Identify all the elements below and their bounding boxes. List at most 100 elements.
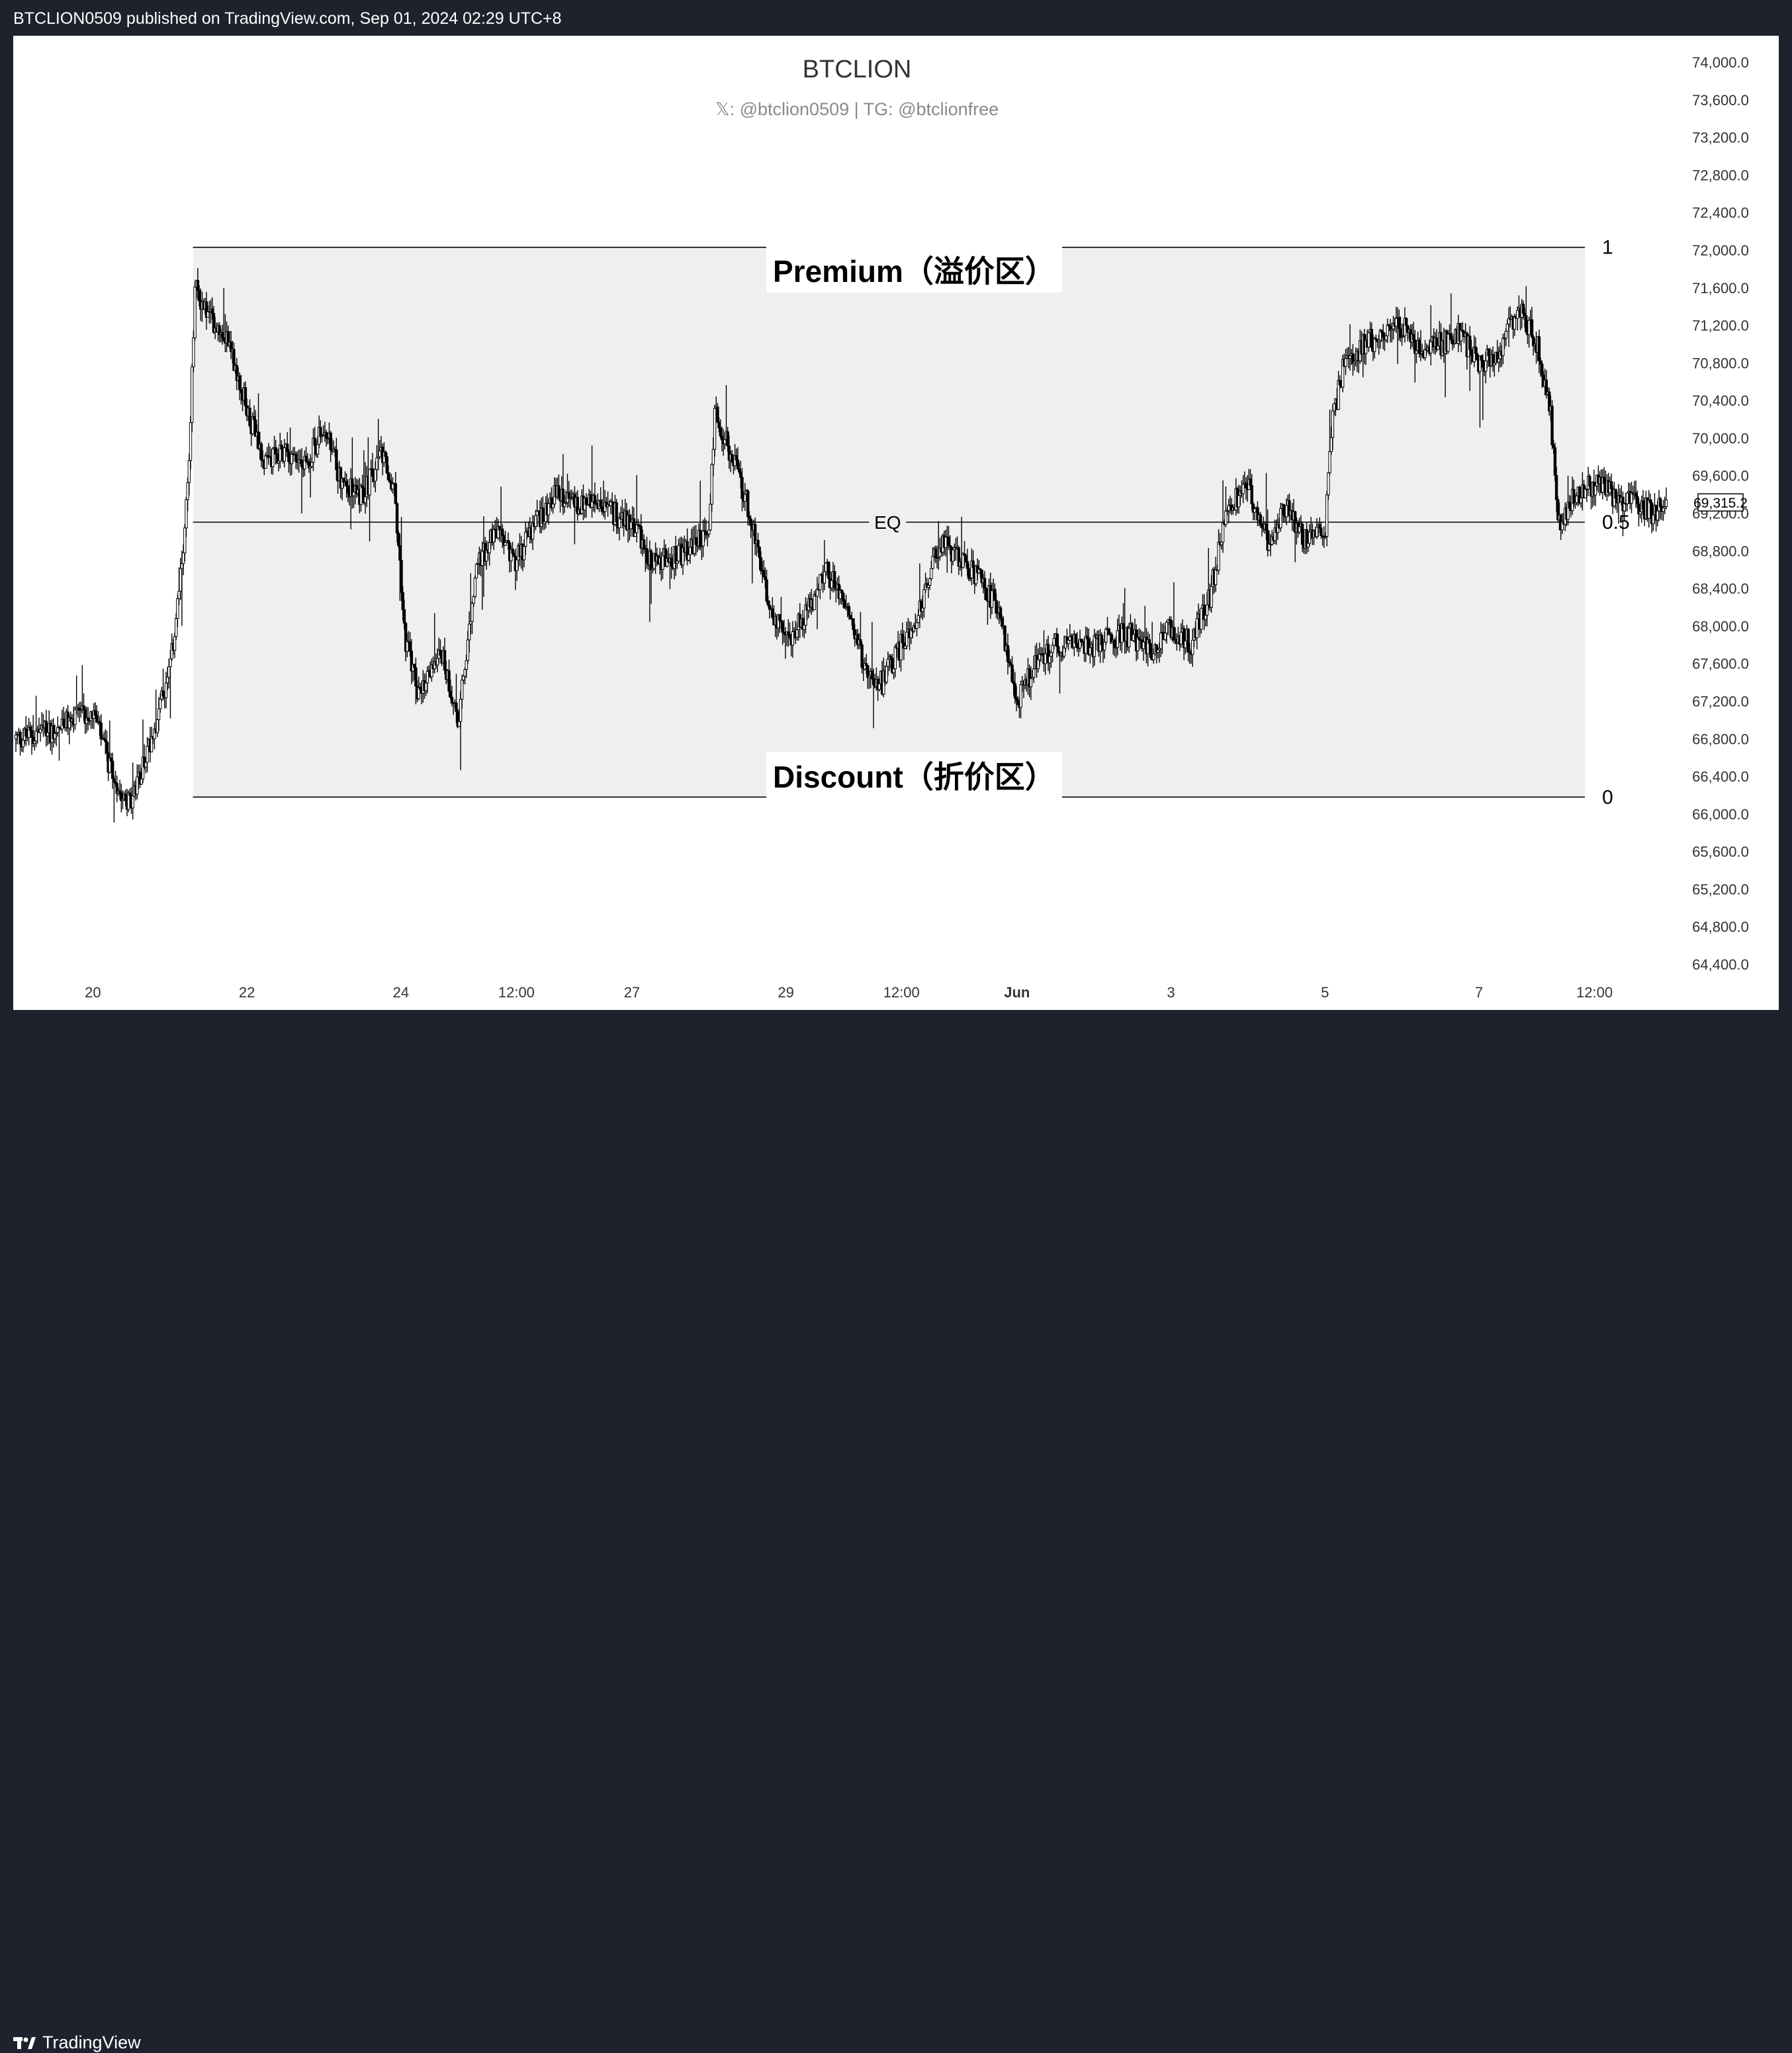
candle-body	[1184, 641, 1187, 649]
candle-body	[928, 578, 932, 586]
candle-body	[463, 669, 467, 677]
candle-body	[547, 503, 551, 516]
candle-body	[934, 549, 938, 558]
candle-body	[1152, 653, 1155, 661]
candle-body	[1006, 645, 1010, 662]
candle-body	[1052, 638, 1055, 646]
candle-body	[885, 666, 888, 683]
tradingview-logo[interactable]: TradingView	[13, 2032, 141, 2053]
candle-body	[136, 776, 139, 795]
candle-body	[165, 676, 169, 684]
candle-body	[1089, 647, 1092, 655]
candle-body	[488, 542, 491, 553]
candle-body	[1156, 649, 1160, 653]
candle-body	[848, 615, 852, 619]
candle-body	[951, 549, 955, 562]
price-tick-label: 66,000.0	[1692, 806, 1749, 823]
candle-body	[435, 658, 439, 666]
candle-body	[378, 450, 382, 457]
time-tick-label: 29	[778, 984, 793, 1001]
candle-body	[1113, 639, 1116, 648]
candle-body	[462, 676, 465, 681]
candle-body	[788, 633, 791, 639]
candle-body	[824, 562, 828, 572]
candle-body	[762, 570, 766, 578]
price-tick-label: 68,800.0	[1692, 543, 1749, 559]
candle-body	[161, 690, 165, 697]
candle-body	[676, 561, 679, 564]
price-tick-label: 71,600.0	[1692, 280, 1749, 297]
candle-body	[19, 731, 22, 745]
candle-body	[670, 557, 673, 567]
current-price-label: 69,315.2	[1693, 496, 1748, 511]
candlestick-chart[interactable]: 1 0.5 0 EQ 74,000.0 73,600.0 73,200.0 72,800.0…	[0, 0, 1792, 1056]
candle-body	[1016, 700, 1020, 706]
price-tick-label: 70,800.0	[1692, 355, 1749, 371]
candle-body	[1306, 543, 1310, 548]
candle-body	[1010, 664, 1014, 682]
candle-body	[860, 644, 864, 668]
candle-body	[1370, 329, 1374, 348]
price-axis[interactable]: 74,000.0 73,600.0 73,200.0 72,800.0 72,400.0…	[1692, 54, 1749, 973]
candle-body	[1344, 358, 1347, 367]
candle-body	[1284, 505, 1288, 518]
candle-body	[557, 485, 560, 498]
candle-body	[290, 453, 293, 465]
candle-body	[1244, 482, 1248, 488]
candle-body	[830, 580, 833, 588]
candle-body	[905, 631, 909, 647]
candle-body	[1149, 643, 1153, 658]
candle-body	[993, 588, 997, 601]
candle-body	[731, 454, 734, 463]
candle-body	[1481, 359, 1485, 368]
candle-body	[600, 506, 604, 512]
candle-body	[736, 459, 740, 470]
candle-body	[649, 550, 653, 570]
price-tick-label: 65,200.0	[1692, 881, 1749, 897]
candle-body	[840, 590, 844, 594]
price-tick-label: 70,400.0	[1692, 392, 1749, 409]
candle-body	[1102, 641, 1106, 651]
candle-body	[1217, 541, 1220, 571]
candle-body	[352, 491, 355, 496]
price-tick-label: 69,600.0	[1692, 468, 1749, 484]
candle-body	[1553, 447, 1557, 476]
candle-body	[1474, 346, 1478, 354]
candle-body	[901, 633, 904, 643]
candle-body	[259, 443, 263, 461]
candle-body	[771, 608, 774, 618]
candle-body	[109, 758, 113, 762]
candle-body	[1282, 504, 1285, 516]
candle-body	[220, 332, 224, 338]
candle-body	[244, 387, 247, 406]
price-tick-label: 71,200.0	[1692, 318, 1749, 334]
candle-body	[222, 337, 226, 342]
candle-body	[1664, 499, 1668, 508]
candle-body	[562, 502, 566, 507]
time-tick-label: 24	[393, 984, 409, 1001]
candle-body	[1048, 656, 1052, 664]
candle-body	[395, 503, 399, 534]
candle-body	[1614, 488, 1617, 499]
candle-body	[1055, 633, 1059, 647]
candle-body	[781, 621, 784, 633]
candle-body	[1658, 498, 1662, 508]
candle-body	[473, 577, 477, 597]
candle-body	[688, 547, 692, 555]
candle-body	[329, 432, 332, 451]
candle-body	[335, 449, 338, 471]
candle-body	[872, 678, 875, 686]
candle-body	[467, 623, 471, 641]
candle-body	[1429, 341, 1433, 353]
candle-body	[93, 710, 97, 716]
candle-body	[1399, 328, 1402, 338]
candle-body	[964, 555, 967, 562]
candle-body	[813, 594, 816, 610]
candle-body	[46, 732, 50, 737]
candle-body	[179, 568, 182, 592]
candle-body	[176, 598, 179, 619]
candle-body	[287, 451, 291, 463]
candle-body	[1497, 358, 1501, 363]
candle-body	[999, 607, 1003, 619]
time-axis[interactable]: 20 22 24 12:00 27 29 12:00 Jun 3 5 7 12:00	[85, 984, 1613, 1001]
